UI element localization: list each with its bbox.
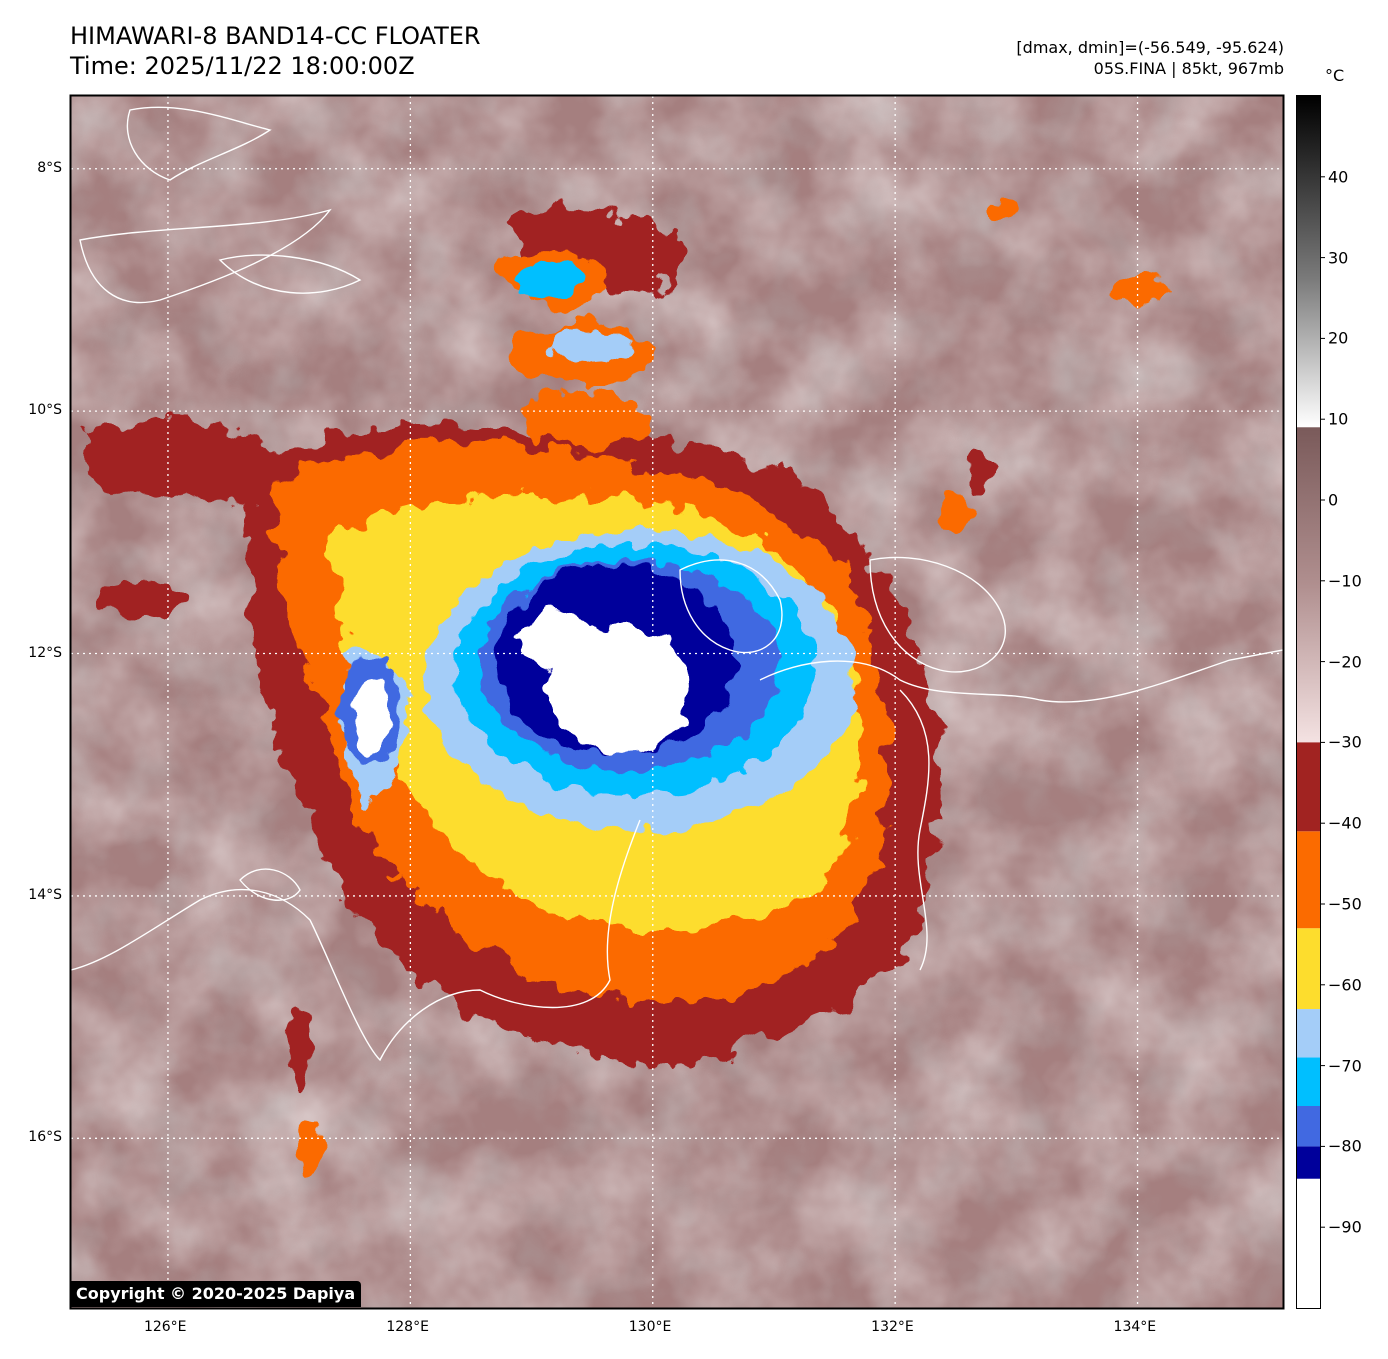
colorbar-tick-label: −90 bbox=[1328, 1217, 1362, 1237]
colorbar-band bbox=[1297, 1009, 1320, 1058]
time-line: Time: 2025/11/22 18:00:00Z bbox=[70, 52, 415, 80]
colorbar-tick-label: −40 bbox=[1328, 813, 1362, 833]
colorbar-tick-label: 20 bbox=[1328, 328, 1349, 348]
lon-label: 134°E bbox=[1113, 1319, 1157, 1335]
colorbar-tick-label: −50 bbox=[1328, 894, 1362, 914]
colorbar-band bbox=[1297, 1146, 1320, 1179]
colorbar-tick-label: −20 bbox=[1328, 652, 1362, 672]
colorbar-tick-label: −30 bbox=[1328, 732, 1362, 752]
colorbar-gray-segment bbox=[1297, 96, 1320, 428]
colorbar-band bbox=[1297, 831, 1320, 929]
lon-label: 132°E bbox=[871, 1319, 914, 1335]
colorbar-unit: °C bbox=[1325, 66, 1345, 85]
colorbar-band bbox=[1297, 1106, 1320, 1147]
lat-label: 14°S bbox=[28, 886, 62, 903]
colorbar-tick-label: −70 bbox=[1328, 1056, 1362, 1076]
lat-label: 12°S bbox=[28, 644, 62, 661]
copyright-badge: Copyright © 2020-2025 Dapiya bbox=[70, 1281, 362, 1307]
colorbar-band bbox=[1297, 928, 1320, 1010]
colorbar-tick-label: 0 bbox=[1328, 490, 1339, 510]
colorbar-frame bbox=[1296, 95, 1321, 1309]
lat-label: 8°S bbox=[37, 159, 62, 176]
map-frame bbox=[69, 94, 1285, 1310]
storm-info: 05S.FINA | 85kt, 967mb bbox=[1093, 59, 1284, 78]
coastlines bbox=[71, 106, 1283, 1062]
colorbar-tick-label: 10 bbox=[1328, 409, 1349, 429]
eyewall bbox=[425, 530, 855, 830]
imagery bbox=[71, 96, 1283, 1308]
colorbar bbox=[1297, 96, 1325, 1308]
title-line: HIMAWARI-8 BAND14-CC FLOATER bbox=[70, 22, 481, 50]
colorbar-tick-label: −10 bbox=[1328, 571, 1362, 591]
colorbar-tick-label: 40 bbox=[1328, 167, 1349, 187]
colorbar-band bbox=[1297, 1178, 1320, 1308]
data-range: [dmax, dmin]=(-56.549, -95.624) bbox=[1016, 38, 1284, 57]
lon-label: 128°E bbox=[386, 1319, 429, 1335]
lon-label: 126°E bbox=[143, 1319, 187, 1335]
colorbar-band bbox=[1297, 742, 1320, 832]
colorbar-tick-label: −60 bbox=[1328, 975, 1362, 995]
colorbar-tick-label: 30 bbox=[1328, 248, 1349, 268]
outer-band-cells bbox=[95, 200, 1168, 1180]
colorbar-band bbox=[1297, 1057, 1320, 1106]
lat-label: 10°S bbox=[28, 402, 62, 419]
colorbar-pink-segment bbox=[1297, 427, 1320, 743]
graticule bbox=[71, 96, 1283, 1308]
lat-label: 16°S bbox=[28, 1129, 62, 1146]
colorbar-tick-label: −80 bbox=[1328, 1136, 1362, 1156]
lon-label: 130°E bbox=[628, 1319, 672, 1335]
